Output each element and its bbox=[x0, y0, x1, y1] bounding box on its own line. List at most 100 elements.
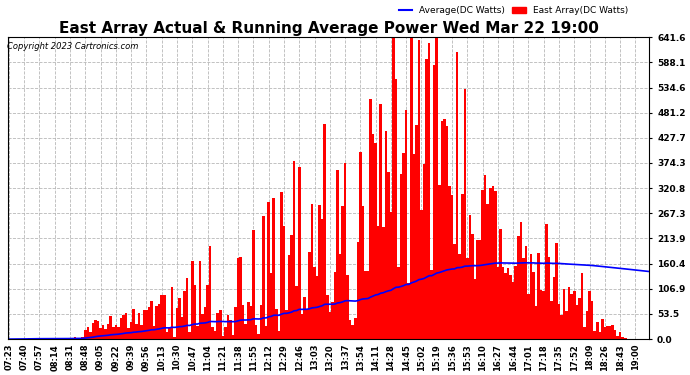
Bar bbox=[293, 161, 295, 339]
Bar bbox=[128, 328, 130, 339]
Bar bbox=[417, 40, 420, 339]
Bar bbox=[89, 332, 92, 339]
Bar bbox=[446, 126, 448, 339]
Bar bbox=[560, 315, 563, 339]
Bar bbox=[504, 273, 507, 339]
Bar bbox=[191, 261, 193, 339]
Bar bbox=[476, 240, 479, 339]
Bar bbox=[148, 307, 150, 339]
Bar bbox=[372, 134, 375, 339]
Bar bbox=[428, 43, 431, 339]
Bar bbox=[242, 305, 244, 339]
Bar bbox=[257, 334, 259, 339]
Bar bbox=[193, 285, 196, 339]
Bar bbox=[255, 326, 257, 339]
Bar bbox=[384, 130, 387, 339]
Bar bbox=[204, 307, 206, 339]
Bar bbox=[137, 313, 140, 339]
Bar bbox=[390, 212, 392, 339]
Bar bbox=[160, 295, 163, 339]
Bar bbox=[270, 273, 273, 339]
Bar bbox=[104, 328, 107, 339]
Bar bbox=[188, 332, 191, 339]
Bar bbox=[438, 184, 441, 339]
Bar bbox=[405, 110, 408, 339]
Bar bbox=[170, 287, 173, 339]
Bar bbox=[226, 315, 229, 339]
Bar bbox=[431, 270, 433, 339]
Bar bbox=[598, 332, 601, 339]
Bar bbox=[229, 320, 232, 339]
Bar bbox=[583, 327, 586, 339]
Bar bbox=[474, 279, 476, 339]
Bar bbox=[163, 295, 166, 339]
Bar bbox=[152, 326, 155, 339]
Bar bbox=[415, 125, 417, 339]
Bar bbox=[280, 192, 283, 339]
Bar bbox=[484, 175, 486, 339]
Bar bbox=[328, 312, 331, 339]
Bar bbox=[110, 316, 112, 339]
Bar bbox=[277, 331, 280, 339]
Bar bbox=[145, 310, 148, 339]
Bar bbox=[578, 298, 581, 339]
Bar bbox=[486, 204, 489, 339]
Bar bbox=[466, 258, 469, 339]
Bar bbox=[214, 331, 217, 339]
Bar bbox=[392, 37, 395, 339]
Bar bbox=[542, 291, 545, 339]
Bar bbox=[448, 186, 451, 339]
Bar bbox=[573, 291, 575, 339]
Bar bbox=[351, 325, 354, 339]
Bar bbox=[273, 198, 275, 339]
Bar bbox=[143, 310, 145, 339]
Bar bbox=[247, 302, 250, 339]
Bar bbox=[209, 246, 211, 339]
Bar bbox=[357, 242, 359, 339]
Bar bbox=[346, 275, 349, 339]
Bar bbox=[530, 254, 532, 339]
Bar bbox=[102, 325, 104, 339]
Bar bbox=[479, 240, 482, 339]
Bar bbox=[489, 188, 491, 339]
Bar bbox=[494, 191, 497, 339]
Bar bbox=[92, 323, 95, 339]
Bar bbox=[166, 332, 168, 339]
Legend: Average(DC Watts), East Array(DC Watts): Average(DC Watts), East Array(DC Watts) bbox=[395, 3, 632, 19]
Bar bbox=[176, 308, 178, 339]
Bar bbox=[265, 326, 268, 339]
Bar bbox=[400, 174, 402, 339]
Bar bbox=[387, 172, 390, 339]
Bar bbox=[469, 215, 471, 339]
Bar bbox=[334, 272, 336, 339]
Bar bbox=[71, 338, 74, 339]
Bar bbox=[107, 324, 110, 339]
Bar bbox=[30, 338, 33, 339]
Bar bbox=[99, 328, 102, 339]
Bar bbox=[420, 210, 423, 339]
Bar bbox=[524, 246, 527, 339]
Bar bbox=[349, 320, 351, 339]
Bar bbox=[77, 338, 79, 339]
Bar bbox=[344, 163, 346, 339]
Bar bbox=[354, 318, 357, 339]
Bar bbox=[95, 320, 97, 339]
Bar bbox=[97, 321, 99, 339]
Bar bbox=[173, 337, 176, 339]
Bar bbox=[616, 336, 619, 339]
Bar bbox=[619, 332, 622, 339]
Bar bbox=[28, 338, 30, 339]
Bar bbox=[217, 313, 219, 339]
Bar bbox=[550, 302, 553, 339]
Bar bbox=[553, 278, 555, 339]
Bar bbox=[252, 231, 255, 339]
Bar bbox=[275, 309, 277, 339]
Bar bbox=[125, 312, 128, 339]
Bar bbox=[575, 305, 578, 339]
Bar bbox=[81, 337, 84, 339]
Bar bbox=[369, 99, 372, 339]
Bar bbox=[606, 326, 609, 339]
Bar bbox=[84, 330, 86, 339]
Bar bbox=[515, 266, 517, 339]
Bar bbox=[130, 322, 132, 339]
